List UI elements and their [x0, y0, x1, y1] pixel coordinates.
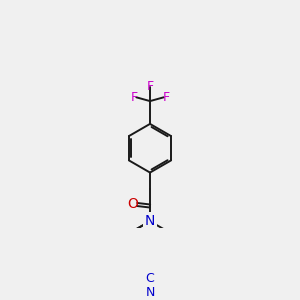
Text: F: F	[162, 91, 169, 104]
Text: N: N	[145, 286, 155, 299]
Text: C: C	[146, 272, 154, 286]
Text: F: F	[146, 80, 154, 93]
Text: F: F	[130, 91, 138, 104]
Text: N: N	[145, 214, 155, 228]
Text: O: O	[127, 197, 138, 212]
